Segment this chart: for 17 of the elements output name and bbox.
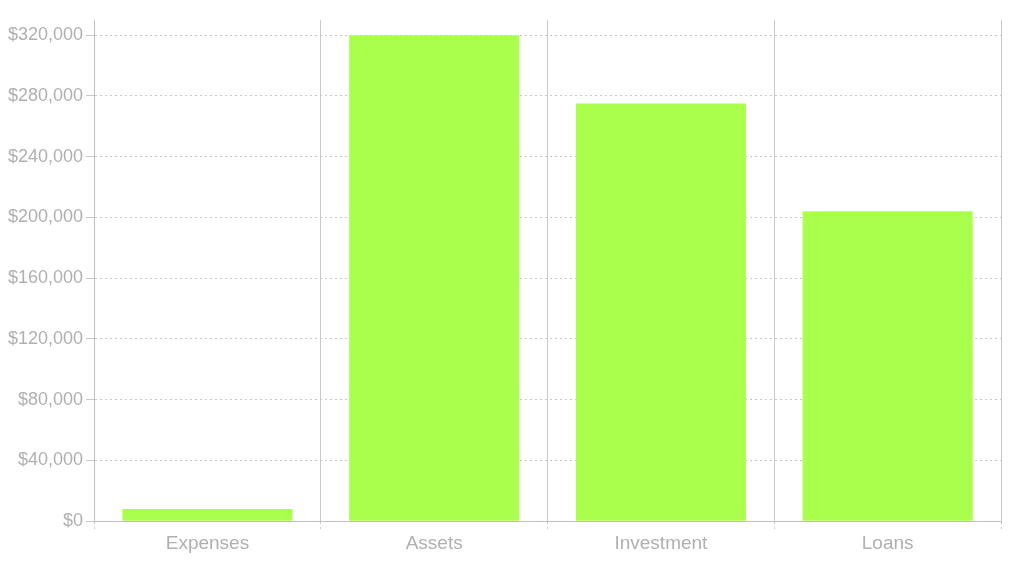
y-tick-label: $240,000 [8,145,84,166]
x-tick-label: Investment [614,531,709,553]
y-tick-label: $80,000 [18,388,84,409]
bar [802,211,973,521]
bar [122,509,293,521]
x-tick-label: Expenses [165,531,250,553]
y-tick-label: $160,000 [8,267,84,288]
y-tick-label: $320,000 [8,24,84,45]
x-tick-label: Assets [405,531,463,553]
y-tick-label: $0 [63,510,84,531]
y-tick-label: $280,000 [8,84,84,105]
y-tick-label: $40,000 [18,449,84,470]
bar [575,103,746,521]
y-tick-label: $120,000 [8,327,84,348]
bar [349,35,520,521]
y-tick-label: $200,000 [8,206,84,227]
x-tick-label: Loans [861,531,914,553]
